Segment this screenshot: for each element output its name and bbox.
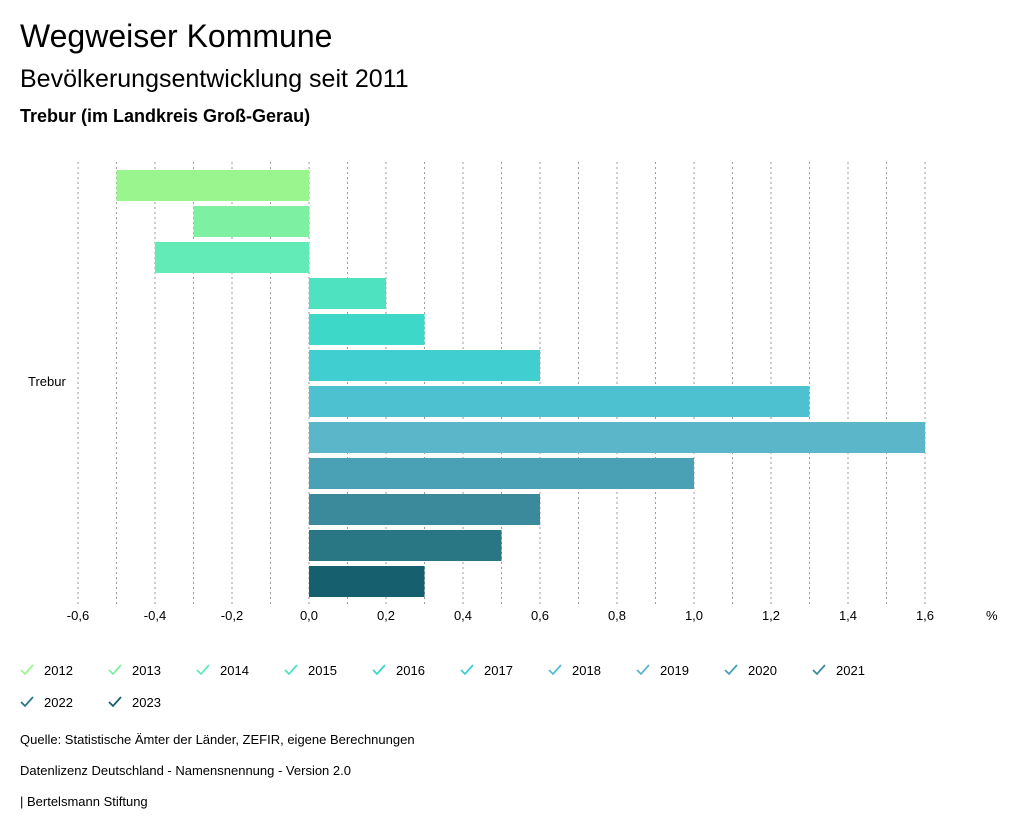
- source-note: Quelle: Statistische Ämter der Länder, Z…: [20, 732, 415, 747]
- x-axis-ticks: -0,6 -0,4 -0,2 0,0 0,2 0,4 0,6 0,8 1,0 1,2 1,4 1,6: [67, 608, 934, 623]
- check-icon: [284, 664, 298, 676]
- bar-2023: [309, 566, 425, 597]
- x-tick-label: 0,6: [531, 608, 549, 623]
- x-tick-label: 0,4: [454, 608, 472, 623]
- x-tick-label: 1,0: [685, 608, 703, 623]
- legend-label: 2013: [132, 662, 161, 678]
- bar-2015: [309, 278, 386, 309]
- publisher-note: | Bertelsmann Stiftung: [20, 794, 148, 809]
- bar-2014: [155, 242, 309, 273]
- check-icon: [812, 664, 826, 676]
- x-tick-label: 0,8: [608, 608, 626, 623]
- check-icon: [196, 664, 210, 676]
- legend-item-2014[interactable]: 2014: [196, 656, 249, 684]
- legend-label: 2016: [396, 662, 425, 678]
- page-title: Wegweiser Kommune: [20, 18, 333, 54]
- x-tick-label: 1,6: [916, 608, 934, 623]
- legend-label: 2019: [660, 662, 689, 678]
- check-icon: [548, 664, 562, 676]
- legend-item-2023[interactable]: 2023: [108, 688, 161, 716]
- x-tick-label: -0,2: [221, 608, 243, 623]
- legend-item-2013[interactable]: 2013: [108, 656, 161, 684]
- x-tick-label: -0,4: [144, 608, 166, 623]
- legend-label: 2015: [308, 662, 337, 678]
- legend-item-2016[interactable]: 2016: [372, 656, 425, 684]
- check-icon: [460, 664, 474, 676]
- legend-label: 2023: [132, 694, 161, 710]
- check-icon: [20, 696, 34, 708]
- bar-2019: [309, 422, 925, 453]
- legend-item-2019[interactable]: 2019: [636, 656, 689, 684]
- legend-label: 2012: [44, 662, 73, 678]
- x-tick-label: 1,4: [839, 608, 857, 623]
- legend-item-2021[interactable]: 2021: [812, 656, 865, 684]
- x-axis-unit: %: [986, 608, 998, 623]
- legend-label: 2018: [572, 662, 601, 678]
- legend-label: 2017: [484, 662, 513, 678]
- legend-item-2020[interactable]: 2020: [724, 656, 777, 684]
- x-tick-label: 1,2: [762, 608, 780, 623]
- category-label: Trebur: [28, 374, 66, 389]
- bar-2013: [193, 206, 309, 237]
- check-icon: [20, 664, 34, 676]
- gridlines: [77, 162, 926, 604]
- check-icon: [372, 664, 386, 676]
- legend-item-2017[interactable]: 2017: [460, 656, 513, 684]
- x-tick-label: 0,2: [377, 608, 395, 623]
- x-tick-label: -0,6: [67, 608, 89, 623]
- region-label: Trebur (im Landkreis Groß-Gerau): [20, 106, 311, 126]
- check-icon: [724, 664, 738, 676]
- legend-label: 2021: [836, 662, 865, 678]
- check-icon: [108, 696, 122, 708]
- check-icon: [108, 664, 122, 676]
- bar-2021: [309, 494, 540, 525]
- bar-2017: [309, 350, 540, 381]
- bar-2016: [309, 314, 425, 345]
- bar-2012: [116, 170, 309, 201]
- bar-2018: [309, 386, 810, 417]
- legend-label: 2014: [220, 662, 249, 678]
- legend-item-2022[interactable]: 2022: [20, 688, 73, 716]
- chart-subtitle: Bevölkerungsentwicklung seit 2011: [20, 65, 409, 93]
- legend-item-2015[interactable]: 2015: [284, 656, 337, 684]
- bar-series: [116, 170, 925, 597]
- bar-2020: [309, 458, 694, 489]
- legend-label: 2022: [44, 694, 73, 710]
- bar-2022: [309, 530, 502, 561]
- license-note: Datenlizenz Deutschland - Namensnennung …: [20, 763, 351, 778]
- bar-chart: -0,6 -0,4 -0,2 0,0 0,2 0,4 0,6 0,8 1,0 1,2 1,4 1,6 …: [28, 162, 998, 623]
- legend-item-2018[interactable]: 2018: [548, 656, 601, 684]
- check-icon: [636, 664, 650, 676]
- legend-item-2012[interactable]: 2012: [20, 656, 73, 684]
- x-tick-label: 0,0: [300, 608, 318, 623]
- legend-label: 2020: [748, 662, 777, 678]
